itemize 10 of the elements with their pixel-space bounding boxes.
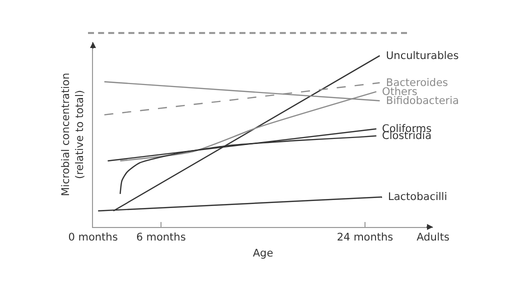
x-tick-label: Adults: [416, 232, 450, 244]
y-axis-title: Microbial concentration (relative to total): [60, 72, 86, 196]
x-tick-label: 0 months: [68, 232, 118, 244]
x-tick-label: 24 months: [336, 232, 394, 244]
series-label: Unculturables: [386, 50, 459, 62]
series-label: Clostridia: [382, 130, 432, 142]
series-label: Bifidobacteria: [386, 95, 459, 107]
x-axis-title: Age: [252, 247, 274, 260]
series-label: Lactobacilli: [388, 191, 448, 203]
x-tick-label: 6 months: [136, 232, 186, 244]
